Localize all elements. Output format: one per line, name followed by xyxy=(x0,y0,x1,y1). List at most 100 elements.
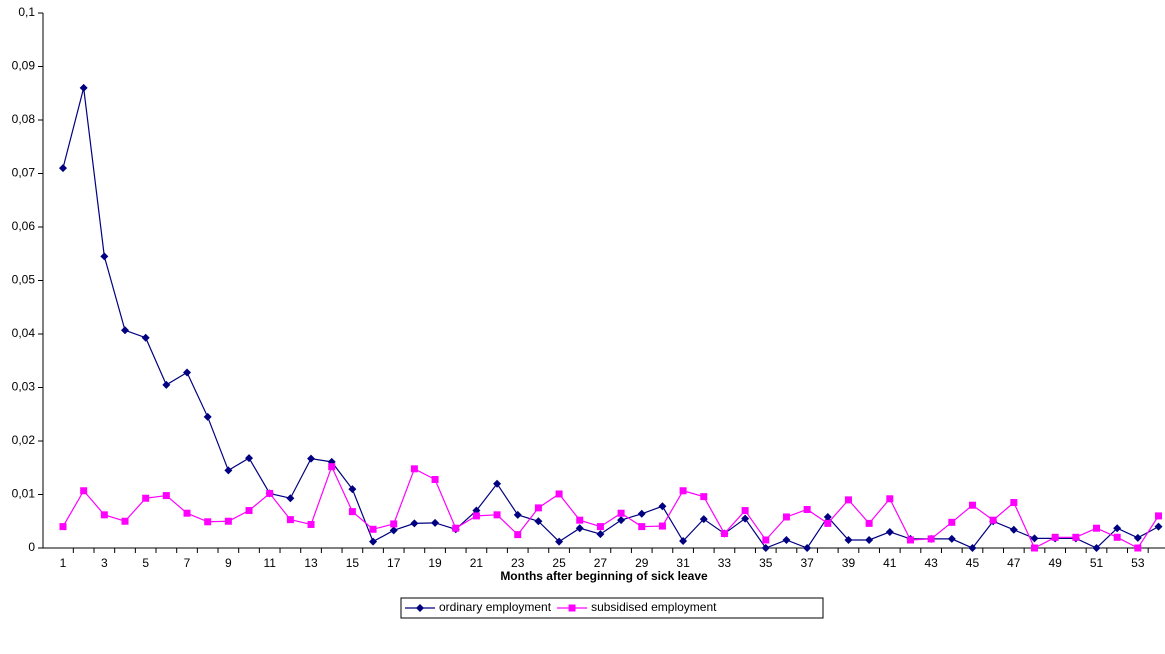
data-point xyxy=(824,519,832,527)
x-tick-label: 25 xyxy=(552,556,566,570)
x-tick-label: 23 xyxy=(511,556,525,570)
legend-label: subsidised employment xyxy=(591,600,717,614)
data-point xyxy=(1113,533,1121,541)
x-tick-label: 43 xyxy=(924,556,938,570)
x-tick-label: 39 xyxy=(842,556,856,570)
data-point xyxy=(1051,533,1059,541)
x-tick-label: 17 xyxy=(387,556,401,570)
data-point xyxy=(989,516,997,524)
x-tick-label: 5 xyxy=(142,556,149,570)
data-point xyxy=(803,544,812,552)
data-point xyxy=(1155,512,1163,520)
data-point xyxy=(390,520,398,528)
x-tick-label: 49 xyxy=(1048,556,1062,570)
data-point xyxy=(452,524,460,532)
x-tick-label: 13 xyxy=(304,556,318,570)
data-point xyxy=(617,509,625,517)
data-point xyxy=(431,518,440,527)
y-tick-label: 0,01 xyxy=(12,487,36,501)
data-point xyxy=(1009,525,1018,534)
data-point xyxy=(865,519,873,527)
y-tick-label: 0 xyxy=(28,540,35,554)
x-tick-label: 15 xyxy=(346,556,360,570)
data-point xyxy=(286,494,295,503)
legend-marker xyxy=(568,604,576,612)
legend-label: ordinary employment xyxy=(439,600,552,614)
y-tick-label: 0,1 xyxy=(18,5,35,19)
data-point xyxy=(699,515,708,524)
data-point xyxy=(224,517,232,525)
data-point xyxy=(1092,544,1101,552)
data-point xyxy=(307,454,316,463)
data-point xyxy=(637,509,646,518)
x-tick-label: 35 xyxy=(759,556,773,570)
data-point xyxy=(555,490,563,498)
data-point xyxy=(762,536,770,544)
data-point xyxy=(286,516,294,524)
x-tick-label: 37 xyxy=(800,556,814,570)
x-tick-label: 11 xyxy=(263,556,276,570)
data-point xyxy=(823,512,832,521)
y-tick-label: 0,04 xyxy=(12,326,36,340)
y-tick-label: 0,08 xyxy=(12,112,36,126)
data-point xyxy=(844,496,852,504)
data-point xyxy=(79,83,88,92)
data-point xyxy=(1093,524,1100,532)
data-point xyxy=(927,535,935,543)
data-point xyxy=(204,518,212,526)
data-point xyxy=(575,524,584,533)
data-point xyxy=(534,517,543,526)
x-tick-label: 3 xyxy=(101,556,108,570)
data-point xyxy=(266,489,274,497)
data-point xyxy=(782,513,790,521)
data-point xyxy=(348,508,356,516)
data-point xyxy=(803,505,811,513)
data-point xyxy=(100,511,108,519)
data-point xyxy=(59,523,67,531)
x-tick-label: 7 xyxy=(184,556,191,570)
x-tick-label: 29 xyxy=(635,556,649,570)
legend-marker xyxy=(416,604,424,612)
data-point xyxy=(679,487,687,495)
data-point xyxy=(369,537,378,546)
data-point xyxy=(203,412,212,421)
series-line xyxy=(62,87,1159,549)
data-point xyxy=(885,527,894,536)
x-tick-label: 9 xyxy=(225,556,232,570)
data-point xyxy=(59,164,67,173)
data-point xyxy=(555,537,564,546)
data-point xyxy=(1072,533,1080,541)
data-point xyxy=(472,512,480,520)
data-point xyxy=(844,535,853,544)
data-point xyxy=(948,518,956,526)
data-point xyxy=(761,544,770,552)
data-point xyxy=(162,492,170,500)
data-point xyxy=(183,509,191,517)
data-point xyxy=(596,523,604,531)
data-point xyxy=(947,534,956,543)
data-point xyxy=(389,526,398,535)
data-point xyxy=(431,476,439,484)
data-point xyxy=(80,487,88,495)
data-point xyxy=(700,493,708,501)
x-tick-label: 41 xyxy=(883,556,897,570)
x-tick-label: 27 xyxy=(594,556,608,570)
data-point xyxy=(741,514,750,523)
data-point xyxy=(121,326,130,335)
data-point xyxy=(720,530,728,538)
data-point xyxy=(162,380,171,389)
x-tick-label: 19 xyxy=(428,556,442,570)
data-point xyxy=(1154,522,1163,531)
x-tick-label: 21 xyxy=(470,556,484,570)
x-tick-label: 1 xyxy=(60,556,67,570)
data-point xyxy=(617,516,626,525)
x-axis-title: Months after beginning of sick leave xyxy=(500,569,708,583)
data-point xyxy=(968,501,976,509)
data-point xyxy=(658,522,666,530)
data-point xyxy=(886,495,894,503)
data-point xyxy=(142,494,150,502)
data-point xyxy=(245,454,254,463)
data-point xyxy=(638,523,646,531)
data-point xyxy=(514,531,522,539)
